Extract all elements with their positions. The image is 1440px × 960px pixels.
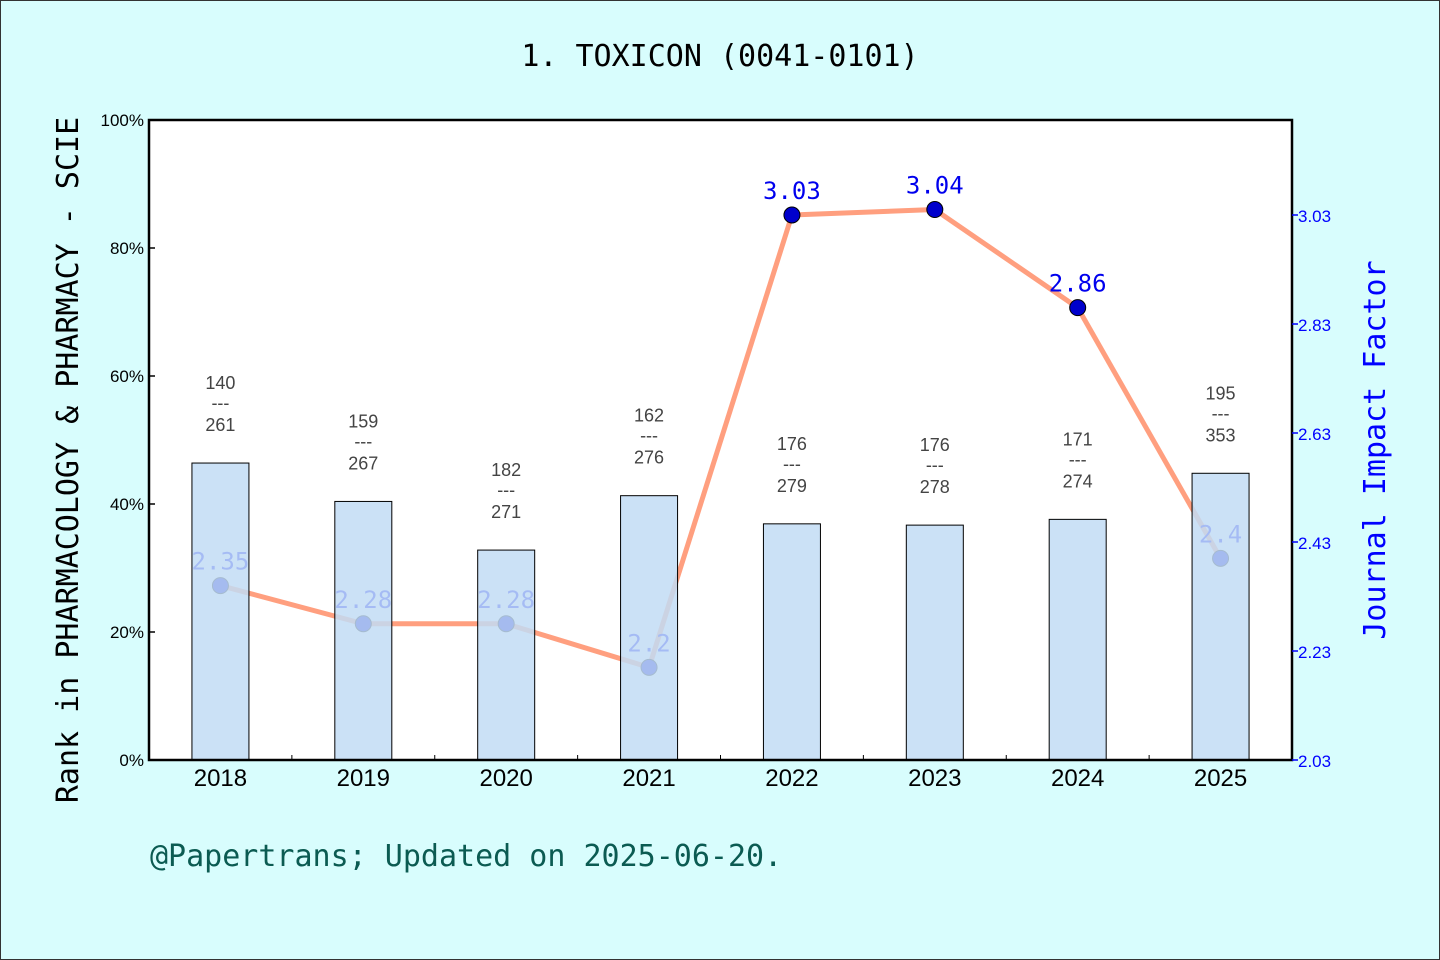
x-tick-label: 2024 [1051, 765, 1104, 792]
total-label: 274 [1063, 471, 1093, 491]
rank-bar [191, 462, 250, 761]
fraction-bar: --- [354, 431, 372, 451]
if-line-segment [933, 207, 1080, 310]
total-label: 276 [634, 448, 664, 468]
y2-tick-label: 2.63 [1298, 425, 1331, 444]
x-tick-label: 2025 [1194, 765, 1247, 792]
rank-label: 162 [634, 406, 664, 426]
chart-title: 1. TOXICON (0041-0101) [521, 39, 918, 74]
y-tick-label: 0% [119, 751, 144, 770]
fraction-bar: --- [1212, 403, 1230, 423]
y-tick-label: 40% [110, 495, 144, 514]
x-tick-label: 2023 [908, 765, 961, 792]
total-label: 353 [1206, 425, 1236, 445]
y2-tick-label: 2.03 [1298, 752, 1331, 771]
x-tick-label: 2019 [337, 765, 390, 792]
if-data-label: 3.04 [906, 172, 964, 200]
y-tick-label: 60% [110, 367, 144, 386]
fraction-bar: --- [1069, 449, 1087, 469]
x-tick-label: 2022 [765, 765, 818, 792]
rank-label: 159 [348, 411, 378, 431]
if-point [1069, 299, 1087, 317]
rank-label: 171 [1063, 429, 1093, 449]
rank-bar [905, 524, 964, 761]
x-tick-label: 2021 [622, 765, 675, 792]
fraction-bar: --- [497, 480, 515, 500]
fraction-bar: --- [211, 393, 229, 413]
rank-bar [334, 500, 393, 761]
y2-tick-label: 2.43 [1298, 534, 1331, 553]
total-label: 271 [491, 502, 521, 522]
x-tick-label: 2018 [194, 765, 247, 792]
rank-bar [1048, 518, 1107, 761]
if-point [926, 201, 944, 219]
if-line-segment [791, 207, 935, 218]
y2-tick-label: 2.83 [1298, 316, 1331, 335]
fraction-bar: --- [783, 454, 801, 474]
rank-label: 195 [1206, 383, 1236, 403]
total-label: 279 [777, 476, 807, 496]
rank-bar [1191, 472, 1250, 761]
if-data-label: 2.86 [1049, 270, 1107, 298]
rank-label: 182 [491, 460, 521, 480]
total-label: 261 [205, 415, 235, 435]
y2-tick-label: 3.03 [1298, 207, 1331, 226]
rank-bar [620, 495, 679, 761]
if-data-label: 3.03 [763, 177, 821, 205]
if-point [783, 206, 801, 224]
rank-label: 176 [777, 434, 807, 454]
footer-note: @Papertrans; Updated on 2025-06-20. [150, 839, 782, 874]
y2-axis-label: Journal Impact Factor [1358, 260, 1393, 639]
rank-label: 176 [920, 435, 950, 455]
x-tick-label: 2020 [479, 765, 532, 792]
rank-bar [762, 523, 821, 761]
total-label: 278 [920, 477, 950, 497]
y-tick-label: 20% [110, 623, 144, 642]
rank-bar [477, 549, 536, 761]
y-tick-label: 80% [110, 239, 144, 258]
y-axis-label: Rank in PHARMACOLOGY & PHARMACY - SCIE [51, 117, 86, 803]
rank-label: 140 [205, 373, 235, 393]
y-tick-label: 100% [101, 111, 144, 130]
y2-tick-label: 2.23 [1298, 643, 1331, 662]
total-label: 267 [348, 453, 378, 473]
fraction-bar: --- [926, 455, 944, 475]
fraction-bar: --- [640, 426, 658, 446]
